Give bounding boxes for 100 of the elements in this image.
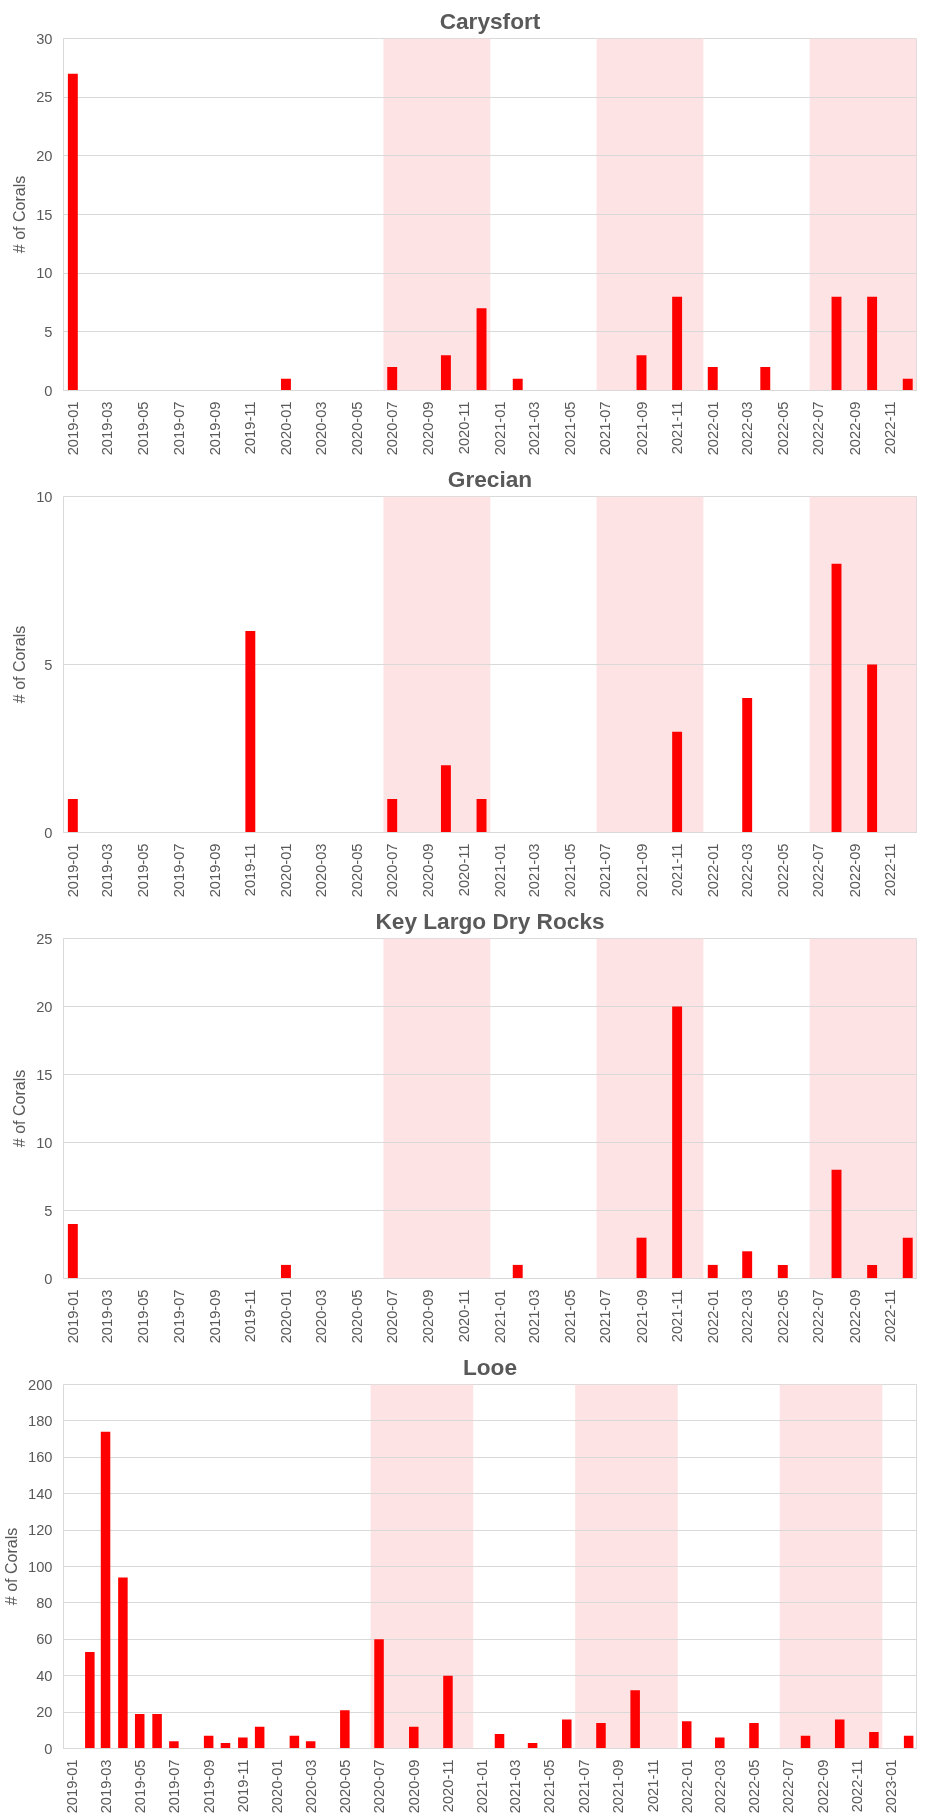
x-tick-label: 2020-11 [439,1759,456,1813]
y-tick-label: 40 [36,1667,53,1684]
x-tick-label: 2019-09 [206,843,223,898]
bar [902,378,913,391]
bar [494,1733,505,1749]
y-tick-label: 0 [44,824,53,841]
y-tick-label: 5 [44,656,53,673]
bar [305,1741,316,1749]
x-tick-label: 2020-03 [312,401,329,456]
y-tick-label: 10 [36,488,53,505]
bar [152,1713,162,1749]
x-tick-label: 2019-05 [131,1759,148,1814]
bar [67,1224,78,1279]
bar [715,1737,725,1749]
bar [134,1713,145,1749]
bar [681,1721,692,1749]
bar [67,73,78,391]
x-tick-label: 2020-03 [312,843,329,898]
bar [867,1264,878,1279]
x-tick-label: 2021-05 [561,843,578,898]
x-tick-label: 2022-03 [739,843,756,898]
y-tick-label: 0 [44,1740,53,1757]
bar [443,1675,453,1749]
bar [387,798,398,833]
x-tick-label: 2021-01 [491,1289,508,1344]
bar [630,1690,640,1749]
x-tick-label: 2019-07 [165,1759,182,1814]
x-tick-label: 2021-03 [507,1759,524,1814]
bar [867,664,878,833]
x-tick-label: 2022-05 [774,401,791,456]
x-tick-label: 2020-05 [348,1289,365,1344]
x-tick-label: 2021-09 [610,1759,627,1814]
x-tick-label: 2022-07 [810,401,827,456]
y-tick-label: 140 [28,1485,53,1502]
x-tick-label: 2022-01 [704,1289,721,1344]
x-tick-label: 2022-11 [882,401,899,455]
x-tick-label: 2020-05 [348,843,365,898]
bar [118,1577,128,1749]
y-axis-title: # of Corals [11,625,29,704]
x-tick-label: 2019-01 [64,1759,81,1814]
x-tick-label: 2022-05 [774,843,791,898]
x-tick-label: 2023-01 [883,1759,900,1814]
y-tick-label: 80 [36,1594,53,1611]
x-tick-label: 2021-09 [633,843,650,898]
bar [409,1726,419,1749]
bar [707,367,718,391]
bar [831,296,842,391]
y-tick-label: 30 [36,30,53,47]
x-tick-label: 2021-01 [474,1759,491,1814]
x-tick-label: 2019-03 [97,1759,114,1814]
x-tick-label: 2020-09 [420,401,437,456]
bar [869,1732,879,1749]
y-tick-label: 5 [44,1202,53,1219]
bar [238,1737,248,1749]
x-tick-label: 2019-11 [242,401,259,455]
x-tick-label: 2022-03 [739,1289,756,1344]
bar [254,1726,265,1749]
x-tick-label: 2021-01 [491,843,508,898]
bar [67,798,78,833]
bar [512,1264,523,1279]
y-tick-label: 180 [28,1412,53,1429]
y-axis-title: # of Corals [11,175,29,254]
x-tick-label: 2021-11 [669,1289,686,1343]
bar [245,630,256,833]
x-tick-label: 2022-01 [704,401,721,456]
x-tick-label: 2019-07 [170,401,187,456]
x-tick-label: 2019-01 [64,401,81,456]
x-tick-label: 2020-11 [456,843,473,897]
x-tick-label: 2021-07 [597,843,614,898]
bar [831,1169,842,1279]
x-tick-label: 2021-11 [669,843,686,897]
x-tick-label: 2022-11 [849,1759,866,1813]
x-tick-label: 2021-03 [526,1289,543,1344]
bar [85,1652,95,1749]
y-axis-title: # of Corals [11,1069,29,1148]
bar [440,355,451,391]
x-tick-label: 2020-07 [384,401,401,456]
bar [742,698,753,833]
x-tick-label: 2022-01 [678,1759,695,1814]
x-tick-label: 2019-07 [170,1289,187,1344]
x-tick-label: 2020-09 [405,1759,422,1814]
x-tick-label: 2022-05 [745,1759,762,1814]
x-tick-label: 2022-09 [846,1289,863,1344]
y-tick-label: 10 [36,1134,53,1151]
x-tick-label: 2020-11 [456,401,473,455]
x-tick-label: 2022-05 [774,1289,791,1344]
x-tick-label: 2021-11 [644,1759,661,1813]
x-tick-label: 2021-07 [597,401,614,456]
x-tick-label: 2019-03 [99,1289,116,1344]
bar [902,1237,913,1279]
y-tick-label: 15 [36,206,53,223]
y-tick-label: 5 [44,323,53,340]
x-tick-label: 2021-05 [561,401,578,456]
bar [672,1006,683,1279]
x-tick-label: 2020-01 [277,1289,294,1344]
x-tick-label: 2020-05 [348,401,365,456]
y-tick-label: 0 [44,1270,53,1287]
x-tick-label: 2021-03 [526,401,543,456]
x-tick-label: 2019-05 [134,1289,151,1344]
x-tick-label: 2021-03 [526,843,543,898]
